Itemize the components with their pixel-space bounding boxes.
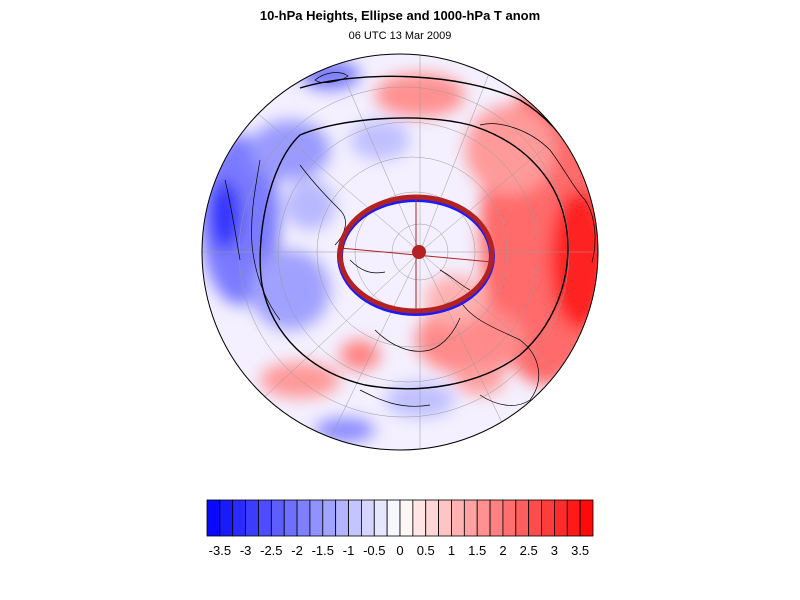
colorbar-bin xyxy=(489,499,504,537)
colorbar-bin xyxy=(360,499,375,537)
colorbar-bin xyxy=(283,499,298,537)
colorbar-tick-label: -1.5 xyxy=(312,543,334,558)
colorbar-tick-label: -3 xyxy=(240,543,252,558)
colorbar-bin xyxy=(270,499,285,537)
colorbar-bin xyxy=(579,499,594,537)
colorbar-bin xyxy=(566,499,581,537)
colorbar-bin xyxy=(438,499,452,537)
globe-outline xyxy=(201,53,599,451)
colorbar-bin xyxy=(399,499,414,537)
colorbar-bin xyxy=(502,499,517,537)
colorbar-bin xyxy=(463,499,478,537)
vortex-ellipse xyxy=(337,194,495,316)
colorbar-bin xyxy=(232,499,247,537)
colorbar-tick-label: 2.5 xyxy=(520,543,538,558)
coastlines xyxy=(224,72,596,407)
colorbar-bin xyxy=(541,499,555,537)
colorbar-bin xyxy=(554,499,568,537)
colorbar-tick-label: -2.5 xyxy=(260,543,282,558)
colorbar-tick-label: 3 xyxy=(551,543,558,558)
colorbar-bin xyxy=(515,499,530,537)
colorbar-bin xyxy=(451,499,465,537)
vortex-center-marker xyxy=(412,245,426,259)
colorbar-bin xyxy=(245,499,259,537)
colorbar-bin xyxy=(258,499,272,537)
colorbar-bin xyxy=(219,499,234,537)
colorbar-tick-label: 0.5 xyxy=(417,543,435,558)
colorbar-bin xyxy=(309,499,324,537)
colorbar-tick-label: -2 xyxy=(291,543,303,558)
colorbar-bin xyxy=(206,499,221,537)
colorbar-tick-label: 1 xyxy=(448,543,455,558)
colorbar-tick-label: -0.5 xyxy=(363,543,385,558)
colorbar-tick-label: 1.5 xyxy=(468,543,486,558)
colorbar-bin xyxy=(528,499,542,537)
colorbar-bin xyxy=(412,499,427,537)
colorbar-bin xyxy=(296,499,311,537)
colorbar-tick-label: 0 xyxy=(396,543,403,558)
colorbar-bin xyxy=(348,499,362,537)
plot-subtitle: 06 UTC 13 Mar 2009 xyxy=(348,30,452,42)
colorbar-bin xyxy=(386,499,401,537)
colorbar-tick-label: -1 xyxy=(343,543,355,558)
colorbar-tick-label: 3.5 xyxy=(571,543,589,558)
colorbar-tick-label: 2 xyxy=(499,543,506,558)
colorbar-bin xyxy=(373,499,388,537)
colorbar-tick-label: -3.5 xyxy=(209,543,231,558)
colorbar-bin xyxy=(335,499,349,537)
plot-title: 10-hPa Heights, Ellipse and 1000-hPa T a… xyxy=(259,8,541,23)
colorbar-bin xyxy=(476,499,491,537)
colorbar-bin xyxy=(322,499,337,537)
colorbar-bin xyxy=(425,499,440,537)
